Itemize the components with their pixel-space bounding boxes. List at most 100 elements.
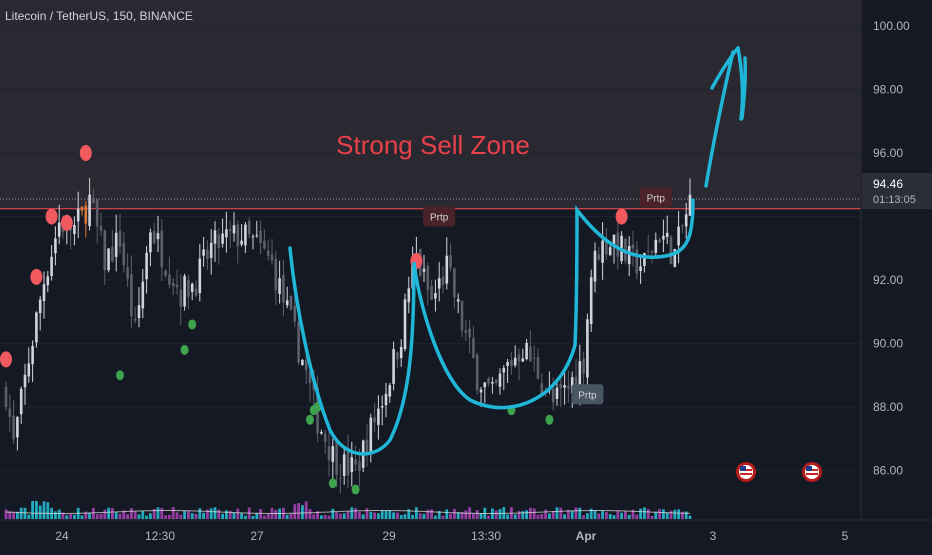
volume-bar [206, 509, 209, 519]
us-flag-icon[interactable] [802, 462, 822, 482]
volume-bar [95, 514, 99, 519]
volume-bar [392, 512, 395, 519]
volume-ma-line [5, 510, 691, 514]
volume-bar [437, 510, 441, 519]
volume-bar [396, 512, 399, 519]
sell-signal-dot [79, 145, 92, 161]
prtp-tag-bg [423, 206, 456, 227]
volume-bar [312, 514, 316, 519]
candle-body [384, 393, 388, 406]
us-flag-icon[interactable] [736, 462, 756, 482]
volume-bar [80, 515, 84, 519]
candle-body [449, 255, 452, 268]
candle-body [677, 226, 680, 246]
volume-bar [441, 515, 445, 519]
candle-body [335, 441, 338, 475]
volume-bar [175, 512, 179, 519]
volume-bar [361, 514, 365, 519]
candle-body [563, 385, 566, 388]
candle-body [574, 376, 578, 389]
volume-bar [160, 507, 164, 519]
candle-body [160, 230, 164, 268]
volume-bar [388, 510, 392, 519]
candle-body [152, 230, 156, 244]
candle-body [529, 346, 532, 362]
volume-bar [665, 512, 669, 519]
prtp-tags: Prtp Prtp Prtp [423, 187, 672, 405]
volume-bar [149, 513, 152, 519]
candle-body [354, 459, 357, 465]
volume-bar [316, 511, 319, 519]
candle-body [122, 243, 126, 266]
drawing-stroke [740, 56, 747, 120]
candle-body [456, 299, 460, 302]
flag-icons[interactable] [736, 462, 822, 482]
prtp-tag: Prtp [571, 384, 604, 405]
candle-body [358, 461, 361, 471]
volume-bar [658, 509, 661, 519]
candle-body [301, 359, 304, 366]
candle-body [627, 246, 631, 265]
volume-bar [152, 509, 156, 519]
volume-bar [673, 509, 677, 519]
candle-body [244, 224, 247, 246]
prtp-tag: Prtp [423, 206, 456, 227]
candle-body [479, 389, 483, 393]
candle-body [114, 232, 118, 257]
volume-bar [263, 515, 266, 519]
candle-body [92, 198, 95, 204]
volume-bar [255, 513, 259, 519]
buy-signal-dot [351, 484, 360, 495]
volume-bar [198, 508, 202, 519]
candle-body [88, 194, 91, 227]
volume-bar [65, 515, 69, 519]
candle-body [23, 374, 27, 388]
volume-bar [643, 507, 646, 519]
volume-bar [521, 511, 525, 519]
candle-body [570, 377, 574, 394]
volume-bar [620, 512, 623, 519]
volume-bar [403, 514, 407, 519]
candle-body [187, 280, 190, 297]
candle-body [217, 234, 221, 249]
sell-zone-label: Strong Sell Zone [336, 130, 530, 160]
volume-bar [12, 512, 15, 519]
candle-body [133, 319, 137, 321]
volume-bar [92, 507, 95, 519]
candle-body [164, 270, 167, 276]
volume-bar [639, 508, 642, 519]
volume-bar [187, 510, 190, 519]
volume-bar [57, 509, 61, 519]
volume-bar [8, 511, 12, 519]
flag-canton [806, 466, 812, 471]
volume-bar [346, 511, 350, 519]
prtp-tag-bg [571, 384, 604, 405]
time-axis[interactable]: 24 12:30 27 29 13:30 Apr 3 5 [55, 529, 848, 543]
candle-body [57, 222, 61, 237]
volume-bar [627, 514, 631, 519]
volume-bar [479, 513, 483, 519]
volume-bar [517, 511, 521, 519]
grid [0, 25, 861, 471]
volume-bar [506, 514, 509, 519]
candle-body [198, 258, 202, 294]
candle-body [494, 379, 498, 383]
candle-body [665, 232, 669, 238]
volume-bar [669, 510, 673, 519]
candle-body [274, 258, 278, 291]
price-axis[interactable]: 100.00 98.00 96.00 92.00 90.00 88.00 86.00 [873, 19, 910, 478]
candle-body [103, 230, 107, 271]
volume-bar [525, 510, 528, 519]
drawing-stroke [704, 50, 735, 188]
volume-bar [221, 513, 224, 519]
volume-bar [548, 513, 551, 519]
volume-bar [293, 504, 297, 519]
volume-bar [358, 511, 361, 519]
volume-bar [373, 512, 376, 519]
sell-signal-dot [615, 208, 628, 225]
candle-body [502, 368, 506, 373]
volume-bar [570, 510, 574, 519]
buy-signal-dot [328, 478, 337, 489]
volume-bar [677, 509, 680, 519]
